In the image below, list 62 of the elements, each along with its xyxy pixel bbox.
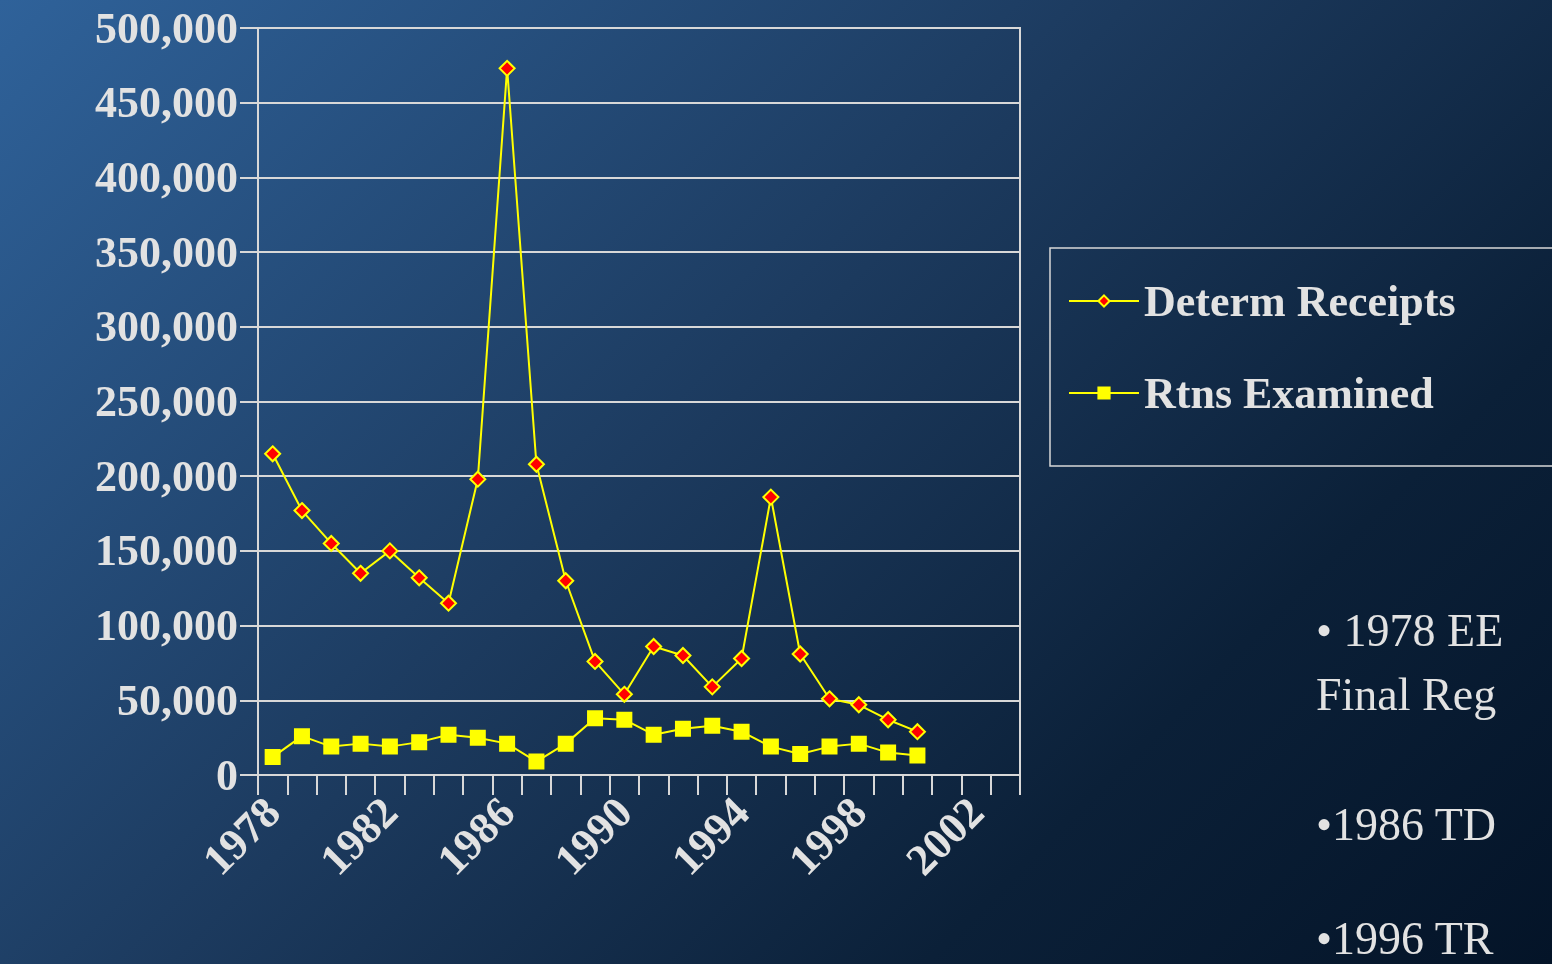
point xyxy=(264,749,281,766)
point xyxy=(440,726,457,743)
point xyxy=(469,729,486,746)
point xyxy=(645,726,662,743)
point xyxy=(293,502,311,520)
point xyxy=(411,734,428,751)
point xyxy=(469,470,487,488)
y-tick-label: 50,000 xyxy=(117,675,238,725)
point xyxy=(850,696,868,714)
y-tick-label: 500,000 xyxy=(95,3,238,53)
point xyxy=(674,646,692,664)
point xyxy=(586,652,604,670)
point xyxy=(498,59,516,77)
point xyxy=(821,690,838,708)
point xyxy=(381,542,399,560)
point xyxy=(410,569,428,587)
point xyxy=(616,711,633,728)
point xyxy=(645,638,663,656)
point xyxy=(674,720,691,737)
y-tick-label: 400,000 xyxy=(95,152,238,202)
point xyxy=(879,711,897,729)
point xyxy=(762,738,779,755)
point xyxy=(557,735,574,752)
point xyxy=(733,723,750,740)
y-tick-label: 300,000 xyxy=(95,302,238,352)
y-tick-label: 450,000 xyxy=(95,78,238,128)
point xyxy=(527,455,545,473)
y-tick-label: 150,000 xyxy=(95,526,238,576)
point xyxy=(499,735,516,752)
legend-label: Determ Receipts xyxy=(1144,276,1456,326)
point xyxy=(791,645,809,663)
y-tick-label: 200,000 xyxy=(95,451,238,501)
point xyxy=(352,564,370,582)
point xyxy=(293,728,310,745)
point xyxy=(264,445,282,463)
point xyxy=(322,534,340,552)
y-tick-label: 250,000 xyxy=(95,377,238,426)
legend-label: Rtns Examined xyxy=(1144,368,1434,418)
point xyxy=(528,753,545,770)
point xyxy=(323,738,340,755)
y-tick-label: 0 xyxy=(216,750,238,800)
y-tick-label: 100,000 xyxy=(95,601,238,651)
text: • 1978 EE Final Reg xyxy=(1316,604,1504,720)
point xyxy=(880,744,897,761)
point xyxy=(821,738,838,755)
point xyxy=(615,685,633,703)
point xyxy=(792,746,809,763)
point xyxy=(733,649,751,667)
point xyxy=(908,723,926,741)
point xyxy=(352,735,369,752)
point xyxy=(704,717,721,734)
text: •1996 TR xyxy=(1316,912,1494,964)
point xyxy=(440,594,457,612)
y-tick-label: 350,000 xyxy=(95,227,238,277)
text: •1986 TD xyxy=(1316,798,1497,850)
point xyxy=(850,735,867,752)
point xyxy=(762,488,780,506)
point xyxy=(703,678,721,696)
point xyxy=(587,710,604,727)
point xyxy=(381,738,398,755)
point xyxy=(909,747,926,764)
point xyxy=(557,572,575,590)
